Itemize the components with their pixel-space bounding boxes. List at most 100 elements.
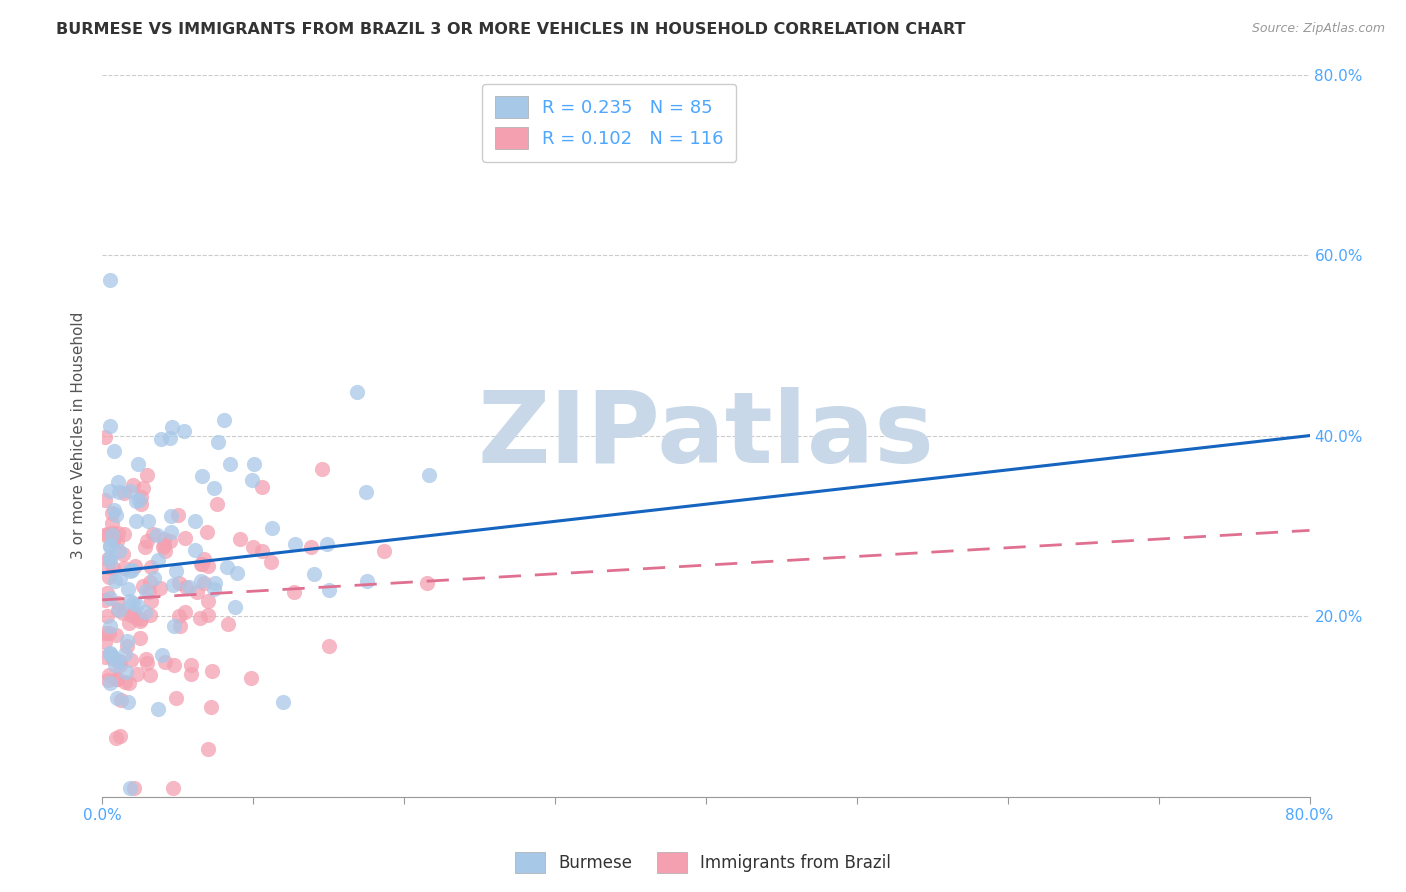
Point: [97, 625, 120, 640]
Y-axis label: 3 or more Vehicles in Household: 3 or more Vehicles in Household: [72, 312, 86, 559]
Point: [98, 667, 121, 681]
Point: [190, 557, 212, 571]
Point: [103, 651, 125, 665]
Point: [96, 586, 118, 600]
Point: [354, 484, 377, 499]
Point: [122, 606, 145, 620]
Point: [195, 525, 218, 540]
Point: [418, 468, 440, 483]
Point: [110, 571, 132, 585]
Point: [165, 564, 187, 578]
Point: [311, 462, 333, 476]
Point: [202, 482, 225, 496]
Point: [153, 543, 176, 558]
Point: [243, 457, 266, 471]
Point: [98, 483, 121, 498]
Point: [101, 525, 124, 540]
Point: [139, 560, 162, 574]
Point: [108, 729, 131, 743]
Point: [120, 653, 142, 667]
Point: [139, 608, 162, 623]
Point: [120, 565, 142, 579]
Point: [98, 553, 121, 567]
Point: [97, 570, 120, 584]
Point: [173, 605, 195, 619]
Point: [207, 497, 229, 511]
Point: [124, 559, 146, 574]
Point: [193, 552, 215, 566]
Point: [162, 780, 184, 795]
Point: [145, 527, 167, 541]
Point: [201, 664, 224, 678]
Point: [117, 582, 139, 596]
Point: [127, 457, 149, 471]
Point: [193, 576, 215, 591]
Legend: Burmese, Immigrants from Brazil: Burmese, Immigrants from Brazil: [508, 846, 898, 880]
Point: [107, 654, 129, 668]
Point: [262, 521, 284, 535]
Point: [138, 668, 160, 682]
Point: [160, 524, 183, 539]
Point: [98, 646, 121, 660]
Point: [104, 627, 127, 641]
Point: [200, 700, 222, 714]
Point: [302, 566, 325, 581]
Point: [356, 574, 378, 589]
Point: [415, 576, 437, 591]
Point: [100, 516, 122, 530]
Point: [105, 691, 128, 706]
Point: [96, 608, 118, 623]
Point: [167, 609, 190, 624]
Point: [94, 593, 117, 607]
Point: [218, 457, 240, 471]
Point: [153, 538, 176, 552]
Point: [179, 580, 201, 594]
Point: [105, 672, 128, 686]
Point: [101, 533, 124, 548]
Point: [120, 608, 142, 623]
Point: [94, 634, 117, 648]
Point: [217, 616, 239, 631]
Point: [226, 566, 249, 581]
Point: [202, 582, 225, 596]
Point: [139, 575, 162, 590]
Point: [186, 585, 208, 599]
Point: [125, 666, 148, 681]
Point: [101, 506, 124, 520]
Point: [94, 649, 117, 664]
Point: [139, 594, 162, 608]
Point: [124, 493, 146, 508]
Point: [134, 541, 156, 555]
Point: [188, 610, 211, 624]
Text: ZIPatlas: ZIPatlas: [478, 387, 935, 484]
Point: [229, 532, 252, 546]
Point: [346, 384, 368, 399]
Point: [107, 526, 129, 541]
Point: [96, 526, 118, 541]
Point: [97, 673, 120, 687]
Point: [129, 631, 152, 645]
Point: [98, 591, 121, 606]
Point: [117, 695, 139, 709]
Point: [299, 540, 322, 554]
Point: [135, 652, 157, 666]
Point: [118, 483, 141, 498]
Point: [105, 508, 128, 522]
Point: [150, 648, 173, 662]
Point: [104, 658, 127, 673]
Point: [108, 654, 131, 668]
Point: [100, 648, 122, 663]
Point: [98, 419, 121, 434]
Point: [136, 534, 159, 549]
Point: [135, 583, 157, 598]
Point: [122, 780, 145, 795]
Point: [152, 540, 174, 554]
Point: [128, 492, 150, 507]
Point: [98, 619, 121, 633]
Point: [98, 273, 121, 287]
Point: [207, 435, 229, 450]
Point: [169, 619, 191, 633]
Point: [103, 444, 125, 458]
Point: [162, 577, 184, 591]
Point: [138, 585, 160, 599]
